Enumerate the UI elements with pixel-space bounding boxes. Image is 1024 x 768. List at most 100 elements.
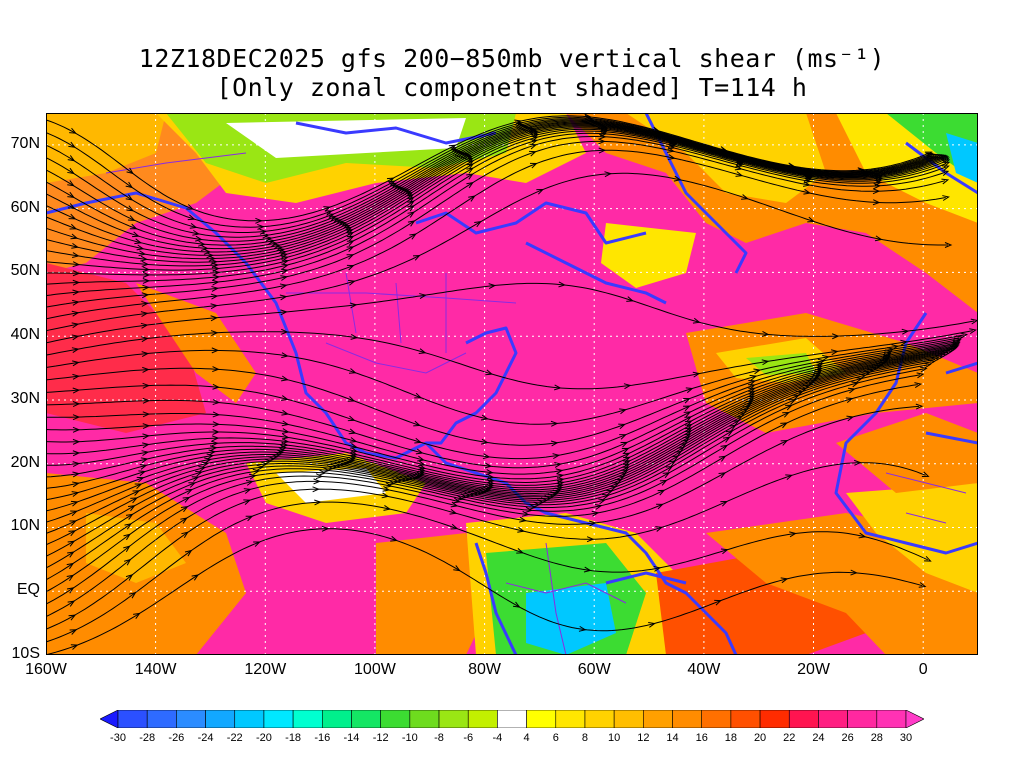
streamline-arrow — [942, 165, 950, 171]
streamline-arrow — [141, 336, 149, 343]
streamline-arrow — [139, 463, 148, 470]
streamline-arrow — [68, 530, 77, 537]
streamline-arrow — [204, 457, 212, 464]
streamline-arrow — [785, 474, 793, 481]
streamline-arrow — [620, 441, 629, 448]
streamline-arrow — [941, 170, 950, 177]
streamline-arrow — [69, 223, 78, 230]
streamline-arrow — [134, 483, 143, 490]
x-tick-label: 140W — [134, 661, 177, 678]
streamline-arrow — [785, 404, 793, 411]
streamline-arrow — [803, 188, 812, 195]
streamline-arrow — [69, 629, 78, 635]
streamline-arrow — [683, 397, 691, 404]
x-tick-label: 160W — [25, 661, 67, 678]
y-tick-label: 10N — [10, 517, 40, 535]
streamline-arrow — [281, 395, 289, 401]
streamline-arrow — [692, 371, 701, 378]
streamline-arrow — [210, 330, 219, 337]
streamline-arrow — [728, 424, 737, 431]
streamline — [46, 346, 955, 486]
streamline-arrow — [474, 221, 482, 228]
streamline-arrow — [619, 434, 627, 440]
streamline-arrow — [484, 462, 493, 469]
streamline-arrow — [72, 414, 81, 421]
streamline-arrow — [449, 508, 458, 515]
streamline-arrow — [673, 175, 682, 182]
streamline-arrow — [536, 188, 545, 195]
streamline-arrow — [184, 549, 193, 557]
streamline-arrow — [312, 486, 320, 493]
streamline-arrow — [347, 279, 356, 286]
streamline-arrow — [969, 328, 977, 335]
streamline-arrow — [142, 411, 151, 418]
colorbar-label: 26 — [841, 732, 854, 744]
streamline-arrow — [648, 621, 656, 628]
colorbar-swatch — [351, 710, 381, 728]
streamline-arrow — [626, 296, 634, 302]
streamline-arrow — [348, 428, 357, 435]
y-tick-label: 10S — [11, 645, 40, 662]
streamline-arrow — [914, 382, 923, 388]
streamline — [46, 132, 946, 285]
streamline — [46, 528, 923, 655]
streamline-arrow — [720, 500, 729, 507]
streamline-arrow — [346, 240, 355, 247]
y-tick-label: 70N — [10, 134, 40, 152]
streamline-arrow — [521, 510, 530, 517]
streamline-arrow — [831, 333, 840, 340]
streamline — [46, 356, 940, 535]
colorbar-label: -6 — [463, 732, 474, 744]
streamline-arrow — [66, 562, 75, 570]
streamline-arrow — [66, 587, 75, 594]
streamline-arrow — [656, 503, 664, 510]
streamline-arrow — [388, 180, 396, 187]
streamline-arrow — [346, 264, 355, 271]
streamline-arrow — [346, 235, 355, 242]
streamline-arrow — [350, 450, 358, 457]
colorbar-swatch — [205, 710, 236, 728]
streamline-arrow — [415, 448, 424, 455]
streamline-arrow — [245, 479, 254, 486]
streamline — [46, 501, 929, 643]
streamline-arrow — [512, 601, 521, 608]
streamline — [46, 126, 946, 263]
map-canvas — [46, 113, 978, 655]
y-tick-label: 30N — [10, 389, 40, 407]
streamline-arrow — [450, 501, 459, 508]
streamline-arrow — [198, 240, 206, 247]
streamline-arrow — [533, 501, 541, 508]
streamline — [46, 350, 951, 493]
streamline — [46, 128, 947, 271]
streamline-arrow — [72, 299, 80, 306]
streamline-arrow — [128, 591, 137, 599]
streamline-arrow — [662, 472, 671, 479]
streamline-arrow — [243, 488, 252, 494]
streamline-arrow — [281, 352, 289, 359]
colorbar-swatch — [146, 710, 177, 728]
streamline-arrow — [671, 455, 680, 462]
streamline-arrow — [211, 285, 219, 292]
streamline-arrow — [529, 162, 538, 169]
streamline-arrow — [955, 335, 964, 342]
streamline-arrow — [142, 397, 151, 404]
streamline-arrow — [67, 167, 75, 175]
streamline — [46, 339, 958, 460]
colorbar-label: -8 — [434, 732, 444, 744]
streamline-arrow — [280, 328, 289, 335]
streamline-arrow — [348, 368, 357, 374]
streamline-arrow — [279, 250, 287, 256]
streamline — [46, 123, 941, 253]
streamline-arrow — [70, 233, 79, 240]
x-tick-label: 120W — [244, 661, 287, 678]
streamline-arrow — [255, 217, 263, 224]
colorbar-label: 14 — [666, 732, 679, 744]
streamline-arrow — [123, 533, 131, 541]
streamline — [46, 345, 956, 484]
colorbar-swatch — [234, 710, 265, 728]
streamline-arrow — [281, 259, 290, 265]
streamline-arrow — [516, 548, 524, 554]
x-tick-label: 100W — [354, 661, 396, 678]
streamline-arrow — [279, 283, 288, 290]
streamline-arrow — [792, 394, 800, 401]
